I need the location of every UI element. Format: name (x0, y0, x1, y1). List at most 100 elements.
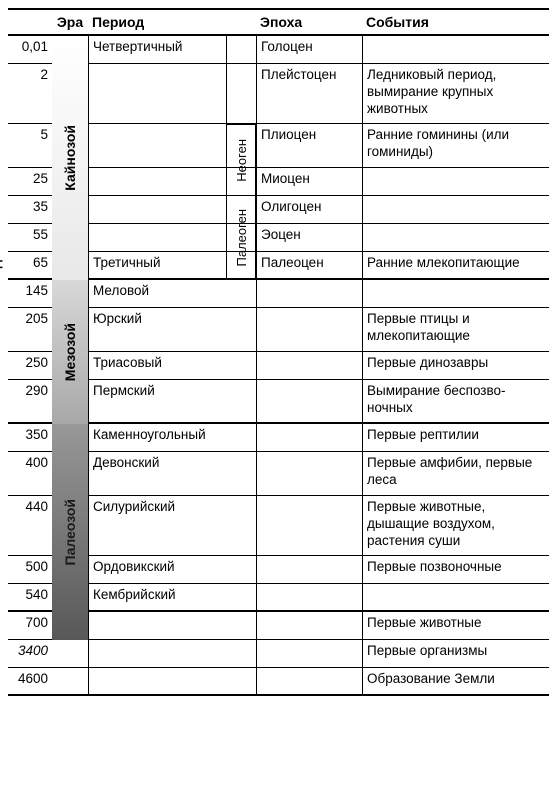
cell-time: 2 (8, 64, 52, 123)
cell-period (88, 168, 226, 195)
cell-period (88, 612, 256, 639)
cell-time: 540 (8, 584, 52, 610)
table-row: 350КаменноугольныйПервые рептилии (8, 424, 549, 452)
cell-event (362, 196, 549, 223)
cell-event: Вымирание беспозво­ночных (362, 380, 549, 422)
cell-epoch (256, 612, 362, 639)
cell-epoch (256, 556, 362, 583)
cell-period (88, 668, 256, 694)
table-row: 145 Меловой (8, 280, 549, 308)
table-row: 25 Миоцен (8, 168, 549, 196)
cell-period (88, 64, 226, 123)
cell-event: Ранние гоминины (или гоминиды) (362, 124, 549, 167)
subperiod-block: Палеоген (226, 196, 256, 280)
table-row: 440 Силурийский Первые животные, дышащие в… (8, 496, 549, 556)
cell-event: Ледниковый период, вымирание крупных жив… (362, 64, 549, 123)
cell-period (88, 196, 226, 223)
cell-epoch (256, 640, 362, 667)
cell-event: Первые животные, дышащие воздухом, расте… (362, 496, 549, 555)
cell-event: Первые животные (362, 612, 549, 639)
subperiod-label: Палеоген (234, 209, 249, 266)
cell-time: 290 (8, 380, 52, 422)
cell-event: Ранние млекопитающие (362, 252, 549, 278)
cell-period: Каменноугольный (88, 424, 256, 451)
cell-period (88, 124, 226, 167)
cell-time: 440 (8, 496, 52, 555)
cell-epoch: Эоцен (256, 224, 362, 251)
cell-epoch (256, 668, 362, 694)
cell-epoch (256, 424, 362, 451)
cell-time: 25 (8, 168, 52, 195)
cell-time: 250 (8, 352, 52, 379)
table-row: 4600 Образование Земли (8, 668, 549, 696)
table-row: 0,01ЧетвертичныйГолоцен (8, 36, 549, 64)
cell-event (362, 280, 549, 307)
table-row: 5 ПлиоценРанние гоминины (или гоминиды) (8, 124, 549, 168)
cell-time: 55 (8, 224, 52, 251)
cell-period: Девонский (88, 452, 256, 495)
table-body: Кайнозой Мезозой Палеозой Неоген Палеоген 0… (8, 36, 549, 696)
cell-time: 4600 (8, 668, 52, 694)
cell-time: 500 (8, 556, 52, 583)
table-row: 500ОрдовикскийПервые позвоночные (8, 556, 549, 584)
table-row: 35 Олигоцен (8, 196, 549, 224)
cell-epoch: Олигоцен (256, 196, 362, 223)
cell-period: Меловой (88, 280, 256, 307)
cell-epoch (256, 308, 362, 351)
subperiod-block: Неоген (226, 124, 256, 196)
cell-event: Первые организмы (362, 640, 549, 667)
cell-epoch: Палеоцен (256, 252, 362, 278)
cell-event (362, 36, 549, 63)
cell-epoch: Плиоцен (256, 124, 362, 167)
cell-period: Пермский (88, 380, 256, 422)
cell-time: 65 (8, 252, 52, 278)
cell-event (362, 168, 549, 195)
table-row: 55 Эоцен (8, 224, 549, 252)
cell-period: Триасовый (88, 352, 256, 379)
cell-time: 5 (8, 124, 52, 167)
cell-subperiod (226, 36, 256, 63)
cell-subperiod (226, 64, 256, 123)
cell-period (88, 224, 226, 251)
cell-epoch (256, 352, 362, 379)
era-label: Мезозой (62, 323, 78, 381)
era-block: Палеозой (52, 424, 88, 640)
cell-period (88, 640, 256, 667)
cell-time: 3400 (8, 640, 52, 667)
cell-epoch (256, 496, 362, 555)
hdr-events: События (362, 10, 549, 34)
cell-period: Четвертичный (88, 36, 226, 63)
cell-time: 145 (8, 280, 52, 307)
subperiod-label: Неоген (234, 139, 249, 182)
table-row: 400ДевонскийПервые амфибии, первые леса (8, 452, 549, 496)
geologic-timescale-table: Сейчас Миллионов лет назад Эра Период Эп… (8, 8, 549, 696)
cell-event (362, 584, 549, 610)
cell-epoch (256, 584, 362, 610)
cell-epoch: Миоцен (256, 168, 362, 195)
cell-time: 350 (8, 424, 52, 451)
era-block: Кайнозой (52, 36, 88, 280)
cell-event: Первые птицы и млекопитающие (362, 308, 549, 351)
table-header: Эра Период Эпоха События (8, 10, 549, 36)
cell-period: Третичный (88, 252, 226, 278)
cell-epoch (256, 280, 362, 307)
table-row: 290 Пермский Вымирание беспозво­ночных (8, 380, 549, 424)
label-mya: Миллионов лет назад (0, 260, 3, 401)
cell-epoch: Плейстоцен (256, 64, 362, 123)
label-now: Сейчас (0, 16, 3, 63)
hdr-period: Период (88, 10, 256, 34)
table-row: 2 ПлейстоценЛедниковый период, вымирание … (8, 64, 549, 124)
cell-period: Ордовикский (88, 556, 256, 583)
table-row: 700Первые животные (8, 612, 549, 640)
cell-time: 35 (8, 196, 52, 223)
cell-event: Образование Земли (362, 668, 549, 694)
cell-period: Силурийский (88, 496, 256, 555)
era-label: Палеозой (62, 499, 78, 565)
cell-period: Кембрийский (88, 584, 256, 610)
cell-event: Первые амфибии, первые леса (362, 452, 549, 495)
cell-epoch (256, 380, 362, 422)
cell-event: Первые динозавры (362, 352, 549, 379)
table-row: 65 Третичный ПалеоценРанние млекопитающие (8, 252, 549, 280)
era-block: Мезозой (52, 280, 88, 424)
table-row: 540 Кембрийский (8, 584, 549, 612)
